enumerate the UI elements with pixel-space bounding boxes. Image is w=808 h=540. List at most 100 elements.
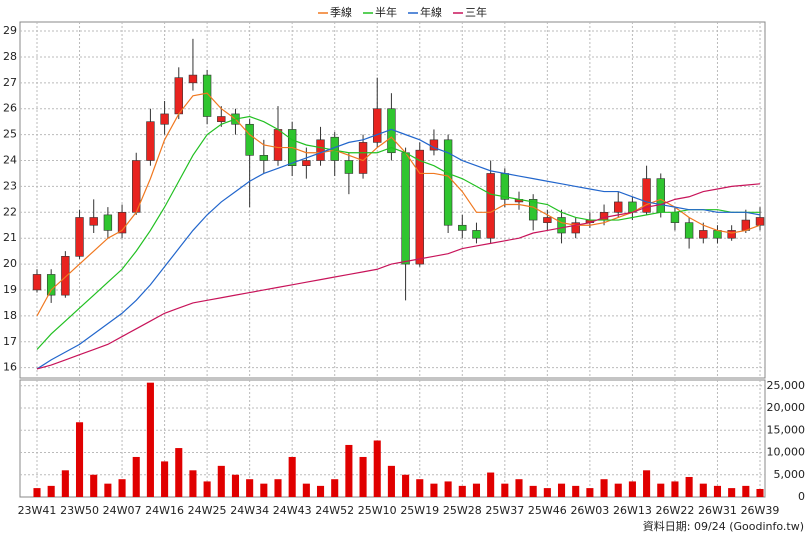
legend-label: 年線 bbox=[420, 5, 442, 19]
candle-body bbox=[344, 160, 354, 174]
volume-bar bbox=[274, 479, 282, 497]
candle-body bbox=[642, 178, 651, 213]
candle-body bbox=[415, 149, 424, 265]
candle-body bbox=[89, 217, 98, 226]
volume-bar bbox=[600, 479, 608, 497]
candle-body bbox=[103, 214, 113, 231]
volume-bar bbox=[472, 483, 481, 497]
volume-bar bbox=[713, 485, 722, 497]
x-tick-label: 23W41 bbox=[18, 504, 57, 517]
x-tick-label: 26W22 bbox=[656, 504, 695, 517]
y-tick-label: 17 bbox=[3, 335, 17, 348]
candle-body bbox=[75, 217, 84, 257]
y-tick-label: 23 bbox=[3, 179, 17, 192]
volume-bar bbox=[47, 485, 55, 497]
volume-bar bbox=[203, 481, 211, 497]
volume-bar bbox=[501, 483, 509, 497]
volume-bar bbox=[543, 488, 551, 497]
x-tick-label: 26W13 bbox=[613, 504, 652, 517]
volume-bar bbox=[487, 472, 495, 497]
volume-bar bbox=[75, 422, 84, 497]
ma-line bbox=[36, 92, 761, 317]
y2-tick-label: 0 bbox=[798, 490, 805, 503]
volume-bar bbox=[104, 483, 112, 497]
legend-label: 半年 bbox=[375, 5, 397, 19]
y-tick-label: 18 bbox=[3, 309, 17, 322]
volume-bar bbox=[430, 483, 438, 497]
volume-bar bbox=[260, 483, 268, 497]
x-tick-label: 25W37 bbox=[485, 504, 524, 517]
candle-body bbox=[727, 230, 736, 239]
volume-bar bbox=[742, 485, 750, 497]
legend-label: 季線 bbox=[330, 5, 352, 19]
candle-body bbox=[61, 256, 70, 296]
volume-bar bbox=[614, 483, 622, 497]
candle-body bbox=[684, 222, 694, 239]
ma-line bbox=[36, 115, 760, 350]
volume-bar bbox=[387, 465, 395, 497]
y-tick-label: 22 bbox=[3, 205, 17, 218]
footer: 資料日期: 09/24 (Goodinfo.tw) bbox=[643, 519, 804, 533]
volume-bar bbox=[217, 465, 225, 497]
price-frame bbox=[19, 21, 766, 379]
x-tick-label: 24W34 bbox=[230, 504, 269, 517]
volume-bar bbox=[132, 456, 140, 497]
candle-body bbox=[670, 211, 680, 223]
candle-body bbox=[401, 152, 410, 265]
candle-body bbox=[755, 217, 765, 226]
candle-body bbox=[557, 217, 566, 234]
x-tick-label: 24W16 bbox=[145, 504, 184, 517]
candle-body bbox=[259, 155, 269, 161]
volume-bar bbox=[61, 470, 69, 497]
volume-bar bbox=[699, 483, 707, 497]
ma-line bbox=[36, 183, 761, 370]
volume-bar bbox=[189, 470, 197, 497]
candle-body bbox=[273, 129, 283, 161]
y-tick-label: 28 bbox=[3, 50, 17, 63]
volume-bar bbox=[373, 440, 381, 497]
y-tick-label: 29 bbox=[3, 24, 17, 37]
volume-bar bbox=[529, 485, 537, 497]
candle-body bbox=[160, 113, 169, 125]
x-tick-label: 26W31 bbox=[698, 504, 737, 517]
candle-body bbox=[443, 139, 453, 226]
candle-body bbox=[188, 74, 198, 84]
volume-bar bbox=[586, 488, 594, 497]
candle-body bbox=[571, 222, 580, 234]
volume-bar bbox=[728, 488, 736, 497]
volume-bar bbox=[458, 485, 466, 497]
x-tick-label: 23W50 bbox=[60, 504, 99, 517]
x-tick-label: 24W07 bbox=[103, 504, 142, 517]
x-tick-label: 26W03 bbox=[570, 504, 609, 517]
candle-body bbox=[316, 139, 325, 161]
candle-body bbox=[117, 211, 127, 234]
candle-body bbox=[373, 108, 382, 143]
x-tick-label: 24W43 bbox=[273, 504, 312, 517]
volume-bar bbox=[316, 485, 325, 497]
candle-body bbox=[32, 274, 42, 291]
candle-body bbox=[46, 274, 56, 296]
candle-body bbox=[699, 230, 708, 239]
volume-bar bbox=[557, 483, 566, 497]
y-tick-label: 25 bbox=[3, 128, 17, 141]
y-tick-label: 20 bbox=[3, 257, 17, 270]
y2-tick-label: 10,000 bbox=[767, 446, 806, 459]
y2-tick-label: 25,000 bbox=[767, 379, 806, 392]
y2-tick-label: 20,000 bbox=[767, 401, 806, 414]
candle-body bbox=[202, 74, 212, 117]
y2-tick-label: 5,000 bbox=[774, 468, 806, 481]
x-tick-label: 24W25 bbox=[188, 504, 227, 517]
volume-bar bbox=[756, 488, 764, 497]
volume-bar bbox=[671, 481, 679, 497]
candle-body bbox=[302, 160, 311, 166]
candle-body bbox=[245, 123, 254, 156]
volume-bar bbox=[643, 470, 651, 497]
candle-body bbox=[358, 142, 368, 174]
x-tick-label: 25W19 bbox=[400, 504, 439, 517]
volume-bar bbox=[657, 483, 665, 497]
y-tick-label: 26 bbox=[3, 102, 17, 115]
volume-bar bbox=[572, 485, 580, 497]
volume-bar bbox=[231, 474, 240, 497]
candle-body bbox=[174, 77, 183, 115]
volume-bar bbox=[402, 474, 410, 497]
